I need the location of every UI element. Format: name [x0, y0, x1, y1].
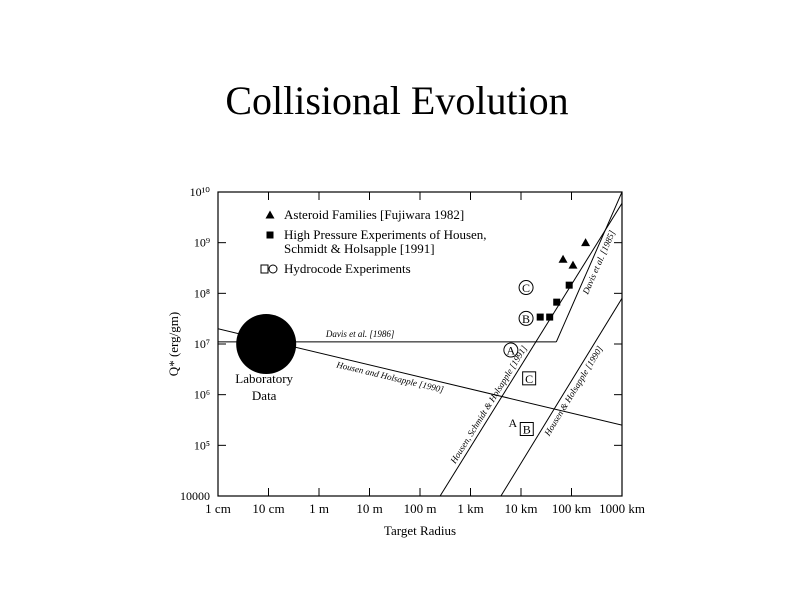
laboratory-data [236, 314, 297, 374]
laboratory-label: Laboratory [235, 371, 293, 386]
legend-symbol [260, 264, 278, 274]
hydrocode-circle [518, 310, 534, 326]
hydrocode-letter: C [525, 372, 533, 386]
hydrocode-letter: A [509, 416, 518, 430]
x-tick-label: 10 m [356, 501, 382, 516]
square-marker [536, 313, 544, 321]
hydrocode-letter: B [522, 312, 530, 326]
legend-symbol [265, 210, 275, 219]
y-tick-label: 10⁸ [194, 286, 210, 300]
legend-circle [268, 264, 278, 274]
laboratory-label: Data [252, 388, 277, 403]
hydrocode-letter: C [522, 281, 530, 295]
triangle-marker [568, 260, 578, 269]
x-tick-label: 10 km [505, 501, 538, 516]
y-tick-label: 10⁷ [194, 337, 210, 351]
y-axis-label: Q* (erg/gm) [166, 312, 181, 376]
hydrocode-circle [518, 280, 534, 296]
x-tick-label: 100 m [404, 501, 437, 516]
line-label: Davis et al. [1986] [325, 329, 395, 339]
y-tick-label: 10¹⁰ [190, 185, 211, 199]
triangle-marker [265, 210, 275, 219]
hydrocode-circle [503, 342, 519, 358]
x-tick-label: 100 km [552, 501, 591, 516]
line-label: Housen, Schmidt & Holsapple [1991] [448, 343, 529, 466]
square-marker [565, 281, 573, 289]
x-tick-label: 1 cm [205, 501, 231, 516]
y-tick-label: 10⁶ [194, 388, 210, 402]
x-tick-label: 10 cm [252, 501, 284, 516]
y-tick-label: 10000 [180, 489, 210, 503]
x-axis-label: Target Radius [384, 523, 456, 538]
hydrocode-letter: A [507, 344, 516, 358]
hydrocode-letter: B [523, 423, 531, 437]
model-line [439, 202, 622, 496]
hydrocode-square [519, 422, 534, 437]
legend-symbol [266, 231, 274, 239]
triangle-marker [581, 238, 591, 247]
square-marker [546, 313, 554, 321]
x-tick-label: 1000 km [599, 501, 645, 516]
y-tick-label: 10⁵ [194, 438, 210, 452]
legend-entry: High Pressure Experiments of Housen, Sch… [260, 228, 500, 256]
line-label: Housen and Holsapple [1990] [335, 359, 446, 395]
line-label: Housen & Holsapple [1990] [542, 344, 605, 439]
square-marker [553, 298, 561, 306]
legend: Asteroid Families [Fujiwara 1982] High Pr… [260, 208, 500, 282]
slide-title: Collisional Evolution [225, 78, 568, 123]
legend-label: Hydrocode Experiments [284, 261, 411, 276]
y-tick-label: 10⁹ [194, 236, 210, 250]
hydrocode-square [522, 371, 537, 386]
model-line [500, 297, 622, 496]
x-tick-label: 1 km [457, 501, 483, 516]
legend-square [260, 264, 269, 274]
triangle-marker [558, 254, 568, 263]
legend-label: Asteroid Families [Fujiwara 1982] [284, 207, 465, 222]
square-marker [266, 231, 274, 239]
x-tick-label: 1 m [309, 501, 329, 516]
model-line [555, 192, 622, 343]
legend-entry: Hydrocode Experiments [260, 262, 500, 276]
legend-label: High Pressure Experiments of Housen, Sch… [284, 227, 487, 256]
legend-entry: Asteroid Families [Fujiwara 1982] [260, 208, 500, 222]
